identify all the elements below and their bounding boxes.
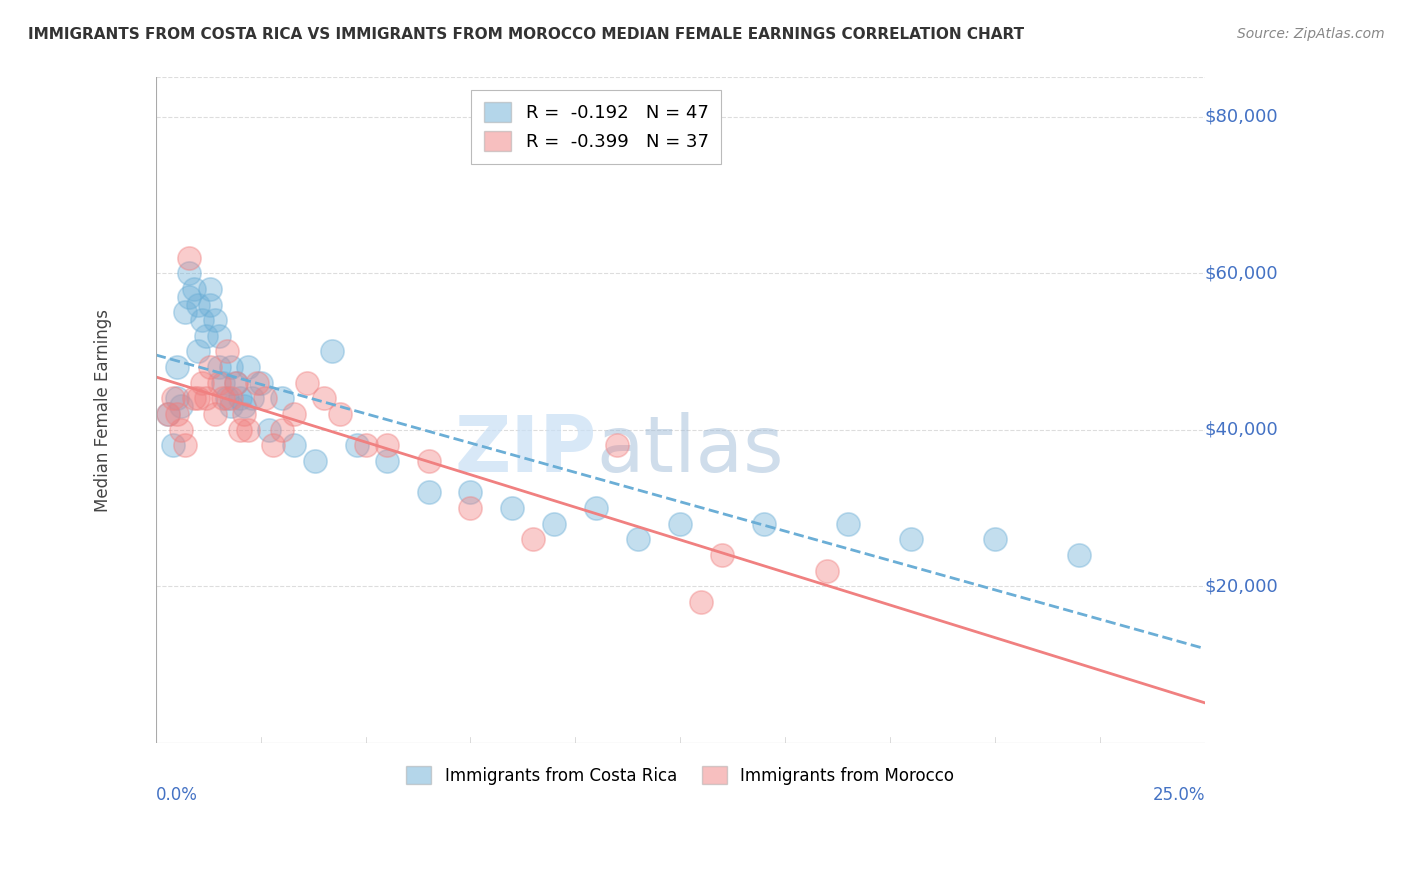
Point xyxy=(208,376,231,390)
Point xyxy=(162,438,184,452)
Point xyxy=(815,564,838,578)
Point xyxy=(543,516,565,531)
Text: ZIP: ZIP xyxy=(454,412,596,488)
Point xyxy=(232,399,254,413)
Point xyxy=(217,344,239,359)
Point xyxy=(212,392,235,406)
Point xyxy=(221,392,243,406)
Point xyxy=(418,485,440,500)
Point xyxy=(304,454,326,468)
Text: $80,000: $80,000 xyxy=(1205,108,1278,126)
Point xyxy=(200,360,222,375)
Point xyxy=(627,533,650,547)
Point xyxy=(191,376,214,390)
Point xyxy=(270,423,292,437)
Point xyxy=(221,399,243,413)
Point xyxy=(195,328,218,343)
Point xyxy=(460,501,482,516)
Point xyxy=(166,407,188,421)
Point xyxy=(900,533,922,547)
Point xyxy=(200,282,222,296)
Text: $60,000: $60,000 xyxy=(1205,264,1278,282)
Point xyxy=(170,423,193,437)
Point xyxy=(329,407,352,421)
Point xyxy=(157,407,180,421)
Text: atlas: atlas xyxy=(596,412,785,488)
Point xyxy=(208,328,231,343)
Point xyxy=(212,376,235,390)
Point xyxy=(522,533,544,547)
Point xyxy=(225,376,247,390)
Point xyxy=(183,392,205,406)
Point xyxy=(200,297,222,311)
Point xyxy=(418,454,440,468)
Point xyxy=(754,516,776,531)
Point xyxy=(270,392,292,406)
Point xyxy=(501,501,523,516)
Point xyxy=(187,344,209,359)
Point xyxy=(283,407,305,421)
Legend: Immigrants from Costa Rica, Immigrants from Morocco: Immigrants from Costa Rica, Immigrants f… xyxy=(396,756,965,795)
Text: $40,000: $40,000 xyxy=(1205,421,1278,439)
Point xyxy=(217,392,239,406)
Point xyxy=(1067,548,1090,562)
Point xyxy=(283,438,305,452)
Point xyxy=(837,516,859,531)
Point xyxy=(236,423,259,437)
Point xyxy=(257,423,280,437)
Point xyxy=(187,392,209,406)
Point xyxy=(240,392,263,406)
Point xyxy=(157,407,180,421)
Point xyxy=(170,399,193,413)
Point xyxy=(262,438,284,452)
Point xyxy=(166,392,188,406)
Point xyxy=(204,407,226,421)
Point xyxy=(221,360,243,375)
Text: 25.0%: 25.0% xyxy=(1153,786,1205,805)
Point xyxy=(195,392,218,406)
Point xyxy=(253,392,276,406)
Point xyxy=(229,423,252,437)
Point xyxy=(179,290,201,304)
Point xyxy=(174,438,197,452)
Point xyxy=(162,392,184,406)
Point xyxy=(174,305,197,319)
Text: Median Female Earnings: Median Female Earnings xyxy=(94,309,112,512)
Point xyxy=(346,438,368,452)
Point xyxy=(183,282,205,296)
Point xyxy=(187,297,209,311)
Point xyxy=(236,360,259,375)
Point xyxy=(245,376,267,390)
Point xyxy=(249,376,271,390)
Text: Source: ZipAtlas.com: Source: ZipAtlas.com xyxy=(1237,27,1385,41)
Text: IMMIGRANTS FROM COSTA RICA VS IMMIGRANTS FROM MOROCCO MEDIAN FEMALE EARNINGS COR: IMMIGRANTS FROM COSTA RICA VS IMMIGRANTS… xyxy=(28,27,1024,42)
Point xyxy=(232,407,254,421)
Point xyxy=(312,392,335,406)
Point xyxy=(669,516,692,531)
Point xyxy=(191,313,214,327)
Point xyxy=(606,438,628,452)
Point xyxy=(179,251,201,265)
Point xyxy=(690,595,713,609)
Point xyxy=(229,392,252,406)
Text: $20,000: $20,000 xyxy=(1205,577,1278,595)
Point xyxy=(984,533,1007,547)
Point xyxy=(375,454,398,468)
Point xyxy=(321,344,343,359)
Point xyxy=(225,376,247,390)
Text: 0.0%: 0.0% xyxy=(156,786,198,805)
Point xyxy=(354,438,377,452)
Point xyxy=(585,501,607,516)
Point xyxy=(166,360,188,375)
Point xyxy=(460,485,482,500)
Point xyxy=(208,360,231,375)
Point xyxy=(295,376,318,390)
Point xyxy=(179,266,201,280)
Point xyxy=(711,548,734,562)
Point xyxy=(375,438,398,452)
Point xyxy=(204,313,226,327)
